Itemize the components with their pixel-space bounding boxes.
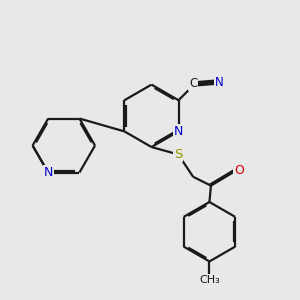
Text: CH₃: CH₃ (199, 275, 220, 286)
Text: O: O (234, 164, 244, 177)
Text: S: S (174, 148, 182, 161)
Text: N: N (44, 166, 53, 179)
Text: N: N (215, 76, 224, 89)
Text: N: N (174, 125, 183, 138)
Text: C: C (189, 77, 197, 90)
